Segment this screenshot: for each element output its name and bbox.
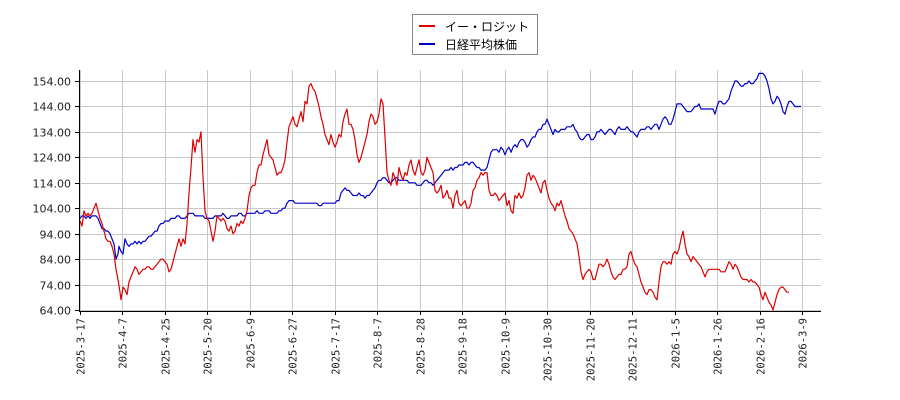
y-tick-label: 144.00 [33,101,72,114]
x-tick-label: 2025-8-7 [373,318,385,369]
x-tick-label: 2025-10-30 [543,318,555,381]
legend: イー・ロジット 日経平均株価 [412,14,538,55]
y-tick-label: 94.00 [40,229,72,242]
x-tick-label: 2025-10-9 [501,318,513,375]
e-logit-line [79,83,789,311]
y-tick-label: 64.00 [40,305,72,318]
grid-lines [79,70,821,311]
legend-item-nikkei: 日経平均株価 [419,36,517,52]
blue-line-swatch-icon [419,43,435,45]
x-tick-label: 2026-3-9 [798,318,810,369]
x-tick-label: 2026-1-26 [713,318,725,375]
x-tick-label: 2025-6-9 [246,318,258,369]
x-tick-label: 2026-2-16 [756,318,768,375]
x-tick-label: 2025-7-17 [331,318,343,375]
series-lines [79,72,801,311]
y-tick-label: 124.00 [33,152,72,165]
x-tick-label: 2025-11-20 [586,318,598,381]
y-tick-label: 104.00 [33,203,72,216]
y-tick-label: 114.00 [33,178,72,191]
legend-label: 日経平均株価 [445,37,518,52]
x-tick-label: 2025-6-27 [288,318,300,375]
legend-item-e-logit: イー・ロジット [419,18,529,34]
red-line-swatch-icon [419,25,435,27]
axes [79,70,821,312]
nikkei-line [79,72,801,260]
y-axis-ticks: 64.00 74.00 84.00 94.00 104.00 114.00 124.00 13… [33,76,79,318]
x-tick-label: 2026-1-5 [671,318,683,369]
x-tick-label: 2025-3-17 [76,318,88,375]
x-tick-label: 2025-5-20 [203,318,215,375]
x-tick-label: 2025-4-25 [161,318,173,375]
x-tick-label: 2025-9-18 [458,318,470,375]
legend-label: イー・ロジット [445,19,530,34]
y-tick-label: 84.00 [40,254,72,267]
x-axis-ticks: 2025-3-17 2025-4-7 2025-4-25 2025-5-20 2025-… [76,311,810,381]
y-tick-label: 134.00 [33,127,72,140]
x-tick-label: 2025-4-7 [118,318,130,369]
y-tick-label: 154.00 [33,76,72,89]
x-tick-label: 2025-8-28 [416,318,428,375]
x-tick-label: 2025-12-11 [628,318,640,381]
y-tick-label: 74.00 [40,280,72,293]
